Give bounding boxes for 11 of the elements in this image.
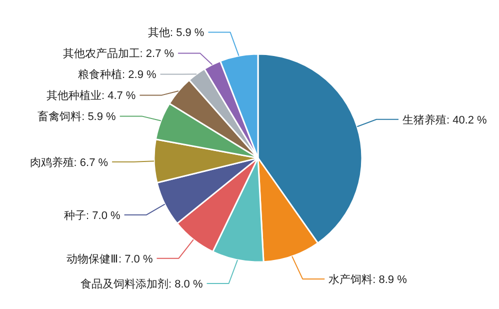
slice-label: 其他种植业: 4.7 % <box>46 89 136 102</box>
slice-label: 食品及饲料添加剂: 8.0 % <box>80 277 203 290</box>
slice-label: 生猪养殖: 40.2 % <box>402 113 488 126</box>
slice-label: 种子: 7.0 % <box>64 208 121 222</box>
slice-label: 动物保健Ⅲ: 7.0 % <box>66 253 153 266</box>
slice-label: 粮食种植: 2.9 % <box>78 68 156 82</box>
slice-label: 畜禽饲料: 5.9 % <box>38 110 116 124</box>
slice-label: 水产饲料: 8.9 % <box>328 272 408 286</box>
slice-label: 其他: 5.9 % <box>148 26 204 40</box>
slice-label: 肉鸡养殖: 6.7 % <box>30 156 108 169</box>
slice-label: 其他农产品加工: 2.7 % <box>62 47 174 60</box>
